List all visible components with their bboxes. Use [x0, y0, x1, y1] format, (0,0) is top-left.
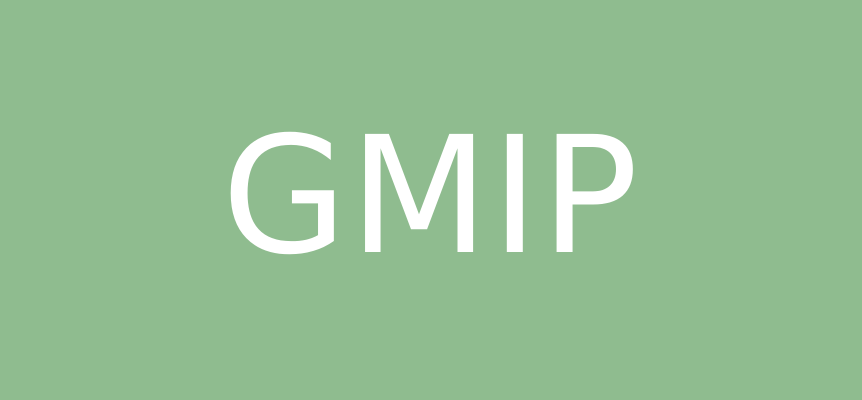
banner-title: GMIP	[221, 103, 641, 291]
